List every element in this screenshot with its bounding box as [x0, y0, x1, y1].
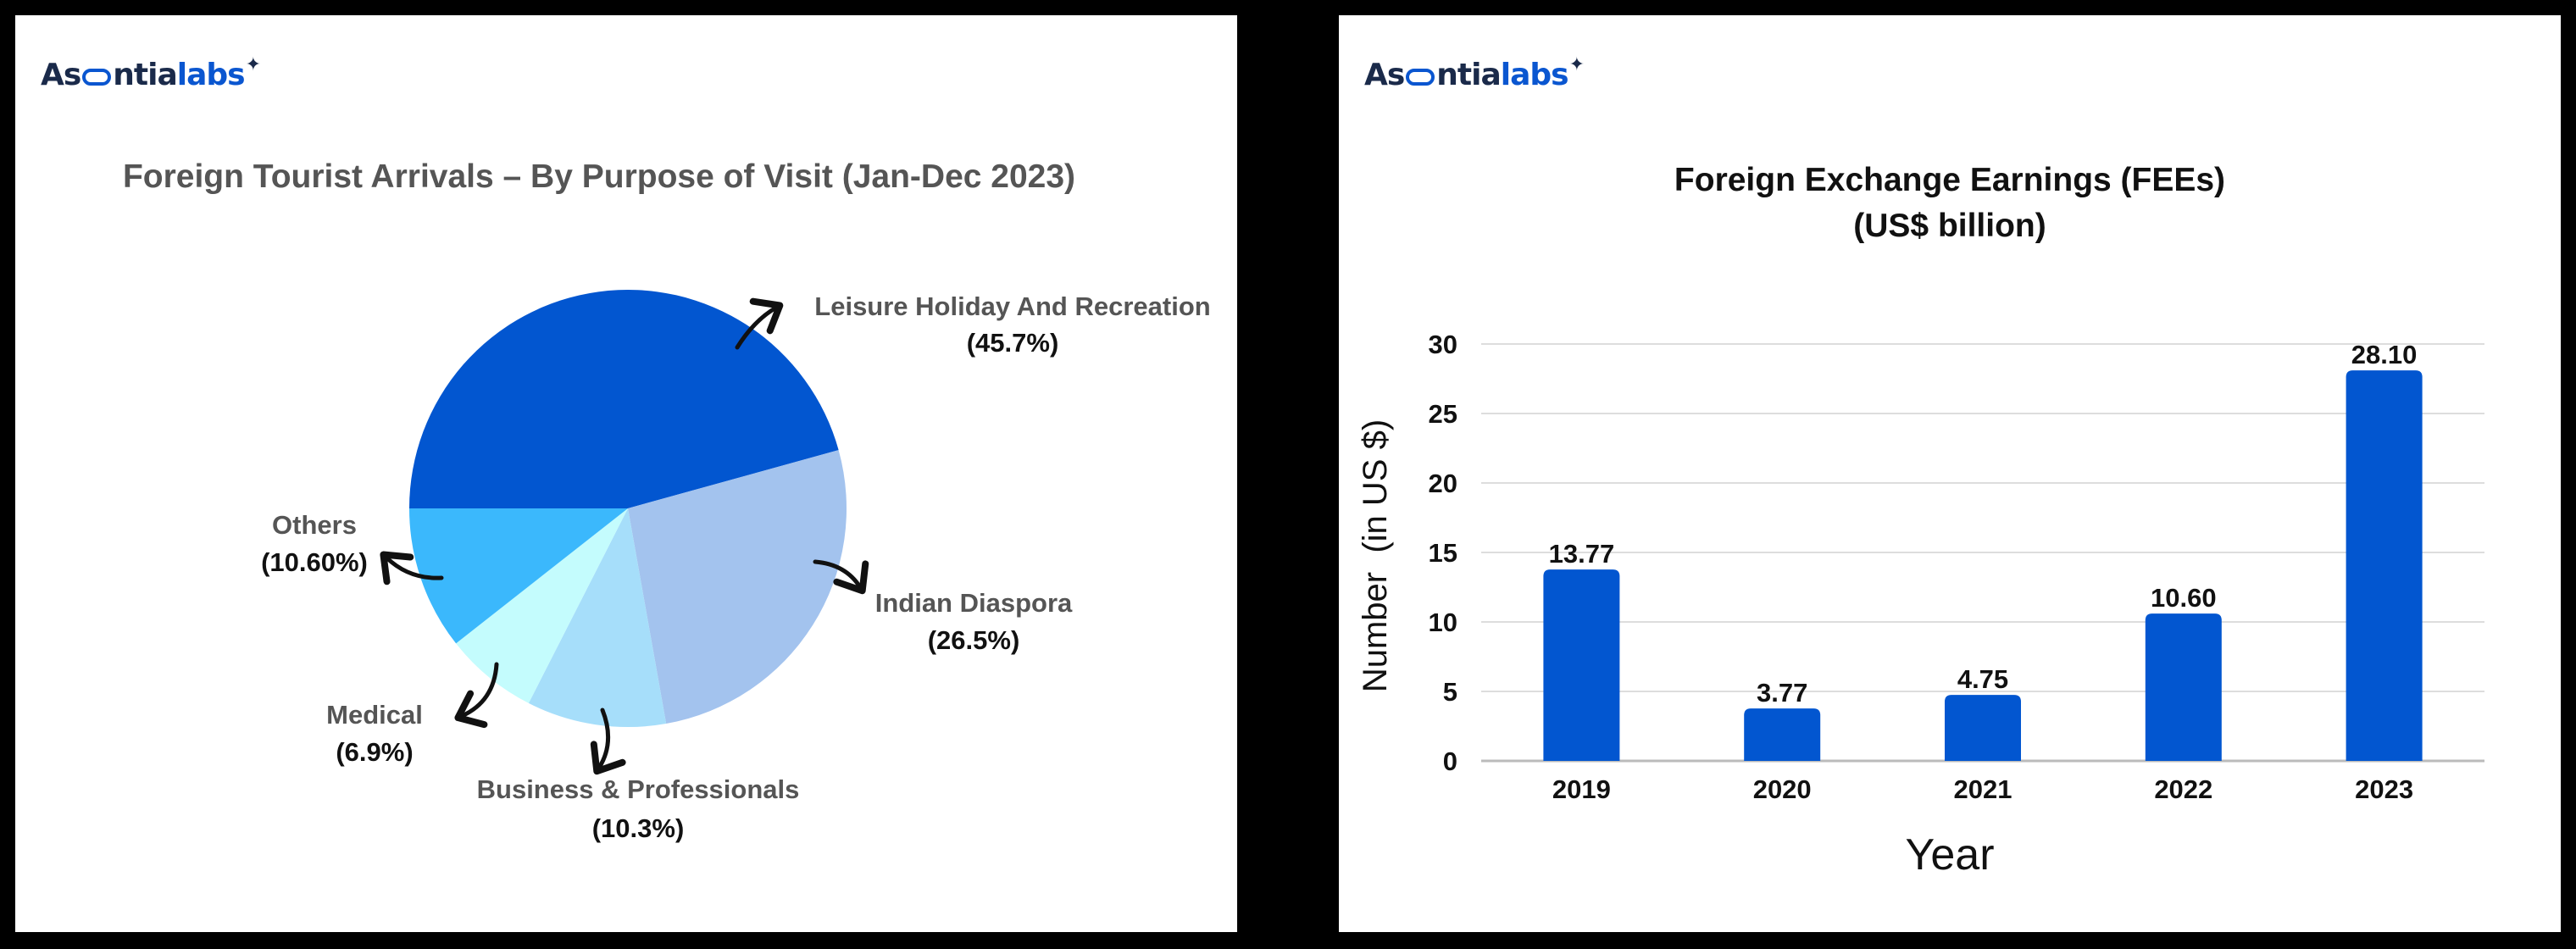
y-tick-label: 5 [1443, 677, 1457, 707]
data-label-2021: 4.75 [1957, 664, 2008, 694]
y-tick-label: 30 [1429, 330, 1457, 359]
bar-2022 [2145, 613, 2222, 761]
bar-2023 [2346, 370, 2423, 761]
data-label-2020: 3.77 [1757, 678, 1807, 708]
label-others: Others [272, 510, 357, 540]
x-tick-label-2020: 2020 [1753, 774, 1812, 804]
value-others: (10.60%) [261, 547, 368, 577]
data-label-2022: 10.60 [2151, 583, 2217, 613]
pie-chart-title: Foreign Tourist Arrivals – By Purpose of… [123, 158, 1075, 195]
logo: As ntia labs ✦ [41, 54, 261, 92]
y-tick-label: 25 [1429, 399, 1457, 429]
slice-indian-diaspora [628, 450, 847, 724]
y-tick-label: 0 [1443, 746, 1457, 776]
value-indian-diaspora: (26.5%) [928, 625, 1020, 655]
pie-chart-panel: As ntia labs ✦ Foreign Tourist Arrivals … [15, 15, 1237, 932]
label-medical: Medical [326, 700, 423, 730]
pie-chart: Foreign Tourist Arrivals – By Purpose of… [123, 158, 1211, 843]
slice-business [528, 508, 667, 727]
x-tick-label-2021: 2021 [1954, 774, 2012, 804]
arrow-indian-diaspora [813, 559, 869, 595]
arrow-business [590, 708, 626, 775]
logo-text-labs: labs [1500, 58, 1569, 92]
bar-2021 [1945, 695, 2021, 761]
slice-leisure [409, 290, 839, 508]
y-tick-label: 20 [1429, 469, 1457, 498]
label-business: Business & Professionals [477, 774, 800, 804]
value-business: (10.3%) [592, 813, 685, 843]
arrow-medical [454, 662, 499, 729]
value-leisure: (45.7%) [967, 328, 1059, 358]
arrow-others [380, 551, 444, 585]
arrow-leisure [735, 297, 784, 350]
bar-2020 [1744, 708, 1821, 761]
bar-chart: Foreign Exchange Earnings (FEEs) (US$ bi… [1357, 162, 2484, 880]
bar-chart-subtitle: (US$ billion) [1853, 208, 2046, 244]
label-indian-diaspora: Indian Diaspora [875, 588, 1073, 618]
link-icon [1406, 68, 1435, 86]
data-label-2019: 13.77 [1549, 539, 1615, 569]
logo-text-mid: ntia [113, 58, 177, 92]
slice-medical [456, 508, 628, 703]
value-medical: (6.9%) [336, 737, 413, 767]
x-tick-label-2023: 2023 [2355, 774, 2413, 804]
slice-others [409, 508, 628, 644]
logo-text-start: As [41, 58, 81, 92]
logo-text-start: As [1364, 58, 1405, 92]
sparkle-icon: ✦ [245, 54, 261, 75]
bar-chart-title: Foreign Exchange Earnings (FEEs) [1674, 162, 2225, 198]
logo: As ntia labs ✦ [1364, 54, 1585, 92]
data-label-2023: 28.10 [2351, 340, 2418, 369]
y-tick-label: 15 [1429, 538, 1457, 568]
x-tick-label-2022: 2022 [2154, 774, 2212, 804]
bar-chart-panel: As ntia labs ✦ Foreign Exchange Earnings… [1339, 15, 2561, 932]
bar-2019 [1543, 569, 1620, 761]
y-tick-label: 10 [1429, 608, 1457, 637]
y-axis-label: Number (in US $) [1357, 419, 1394, 692]
label-leisure: Leisure Holiday And Recreation [814, 291, 1210, 321]
sparkle-icon: ✦ [1568, 54, 1585, 75]
x-axis-label: Year [1905, 830, 1994, 880]
x-tick-label-2019: 2019 [1552, 774, 1611, 804]
logo-text-labs: labs [176, 58, 246, 92]
logo-text-mid: ntia [1436, 58, 1501, 92]
link-icon [82, 68, 112, 86]
